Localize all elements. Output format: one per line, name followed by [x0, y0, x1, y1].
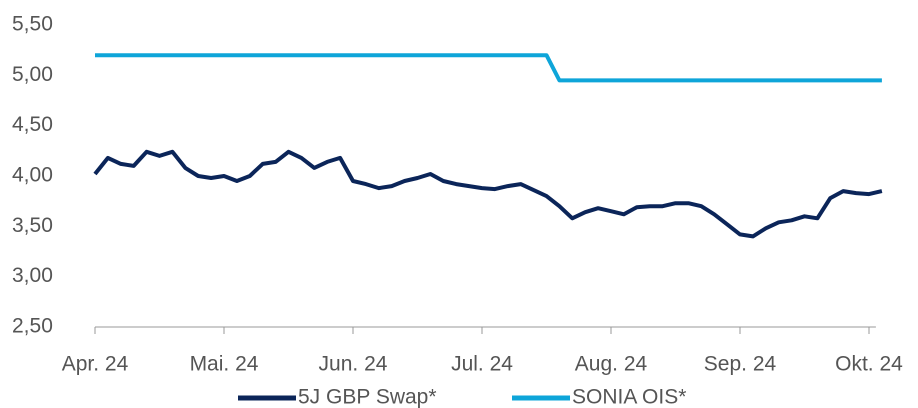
x-tick-label: Sep. 24 — [704, 353, 777, 376]
y-tick-label: 4,50 — [12, 113, 53, 136]
y-tick-label: 2,50 — [12, 315, 53, 338]
x-tick-label: Jun. 24 — [319, 353, 388, 376]
x-tick-label: Apr. 24 — [62, 353, 129, 376]
x-tick-label: Okt. 24 — [835, 353, 903, 376]
y-tick-label: 3,00 — [12, 264, 53, 287]
x-tick-label: Jul. 24 — [451, 353, 513, 376]
legend-label: SONIA OIS* — [572, 386, 686, 408]
x-tick-label: Aug. 24 — [575, 353, 648, 376]
series-line — [95, 53, 882, 83]
series-line — [93, 149, 883, 239]
y-tick-label: 5,00 — [12, 63, 53, 86]
y-tick-label: 4,00 — [12, 164, 53, 187]
legend-label: 5J GBP Swap* — [298, 386, 437, 408]
x-tick-label: Mai. 24 — [190, 353, 259, 376]
y-tick-label: 3,50 — [12, 214, 53, 237]
y-tick-label: 5,50 — [12, 13, 53, 36]
